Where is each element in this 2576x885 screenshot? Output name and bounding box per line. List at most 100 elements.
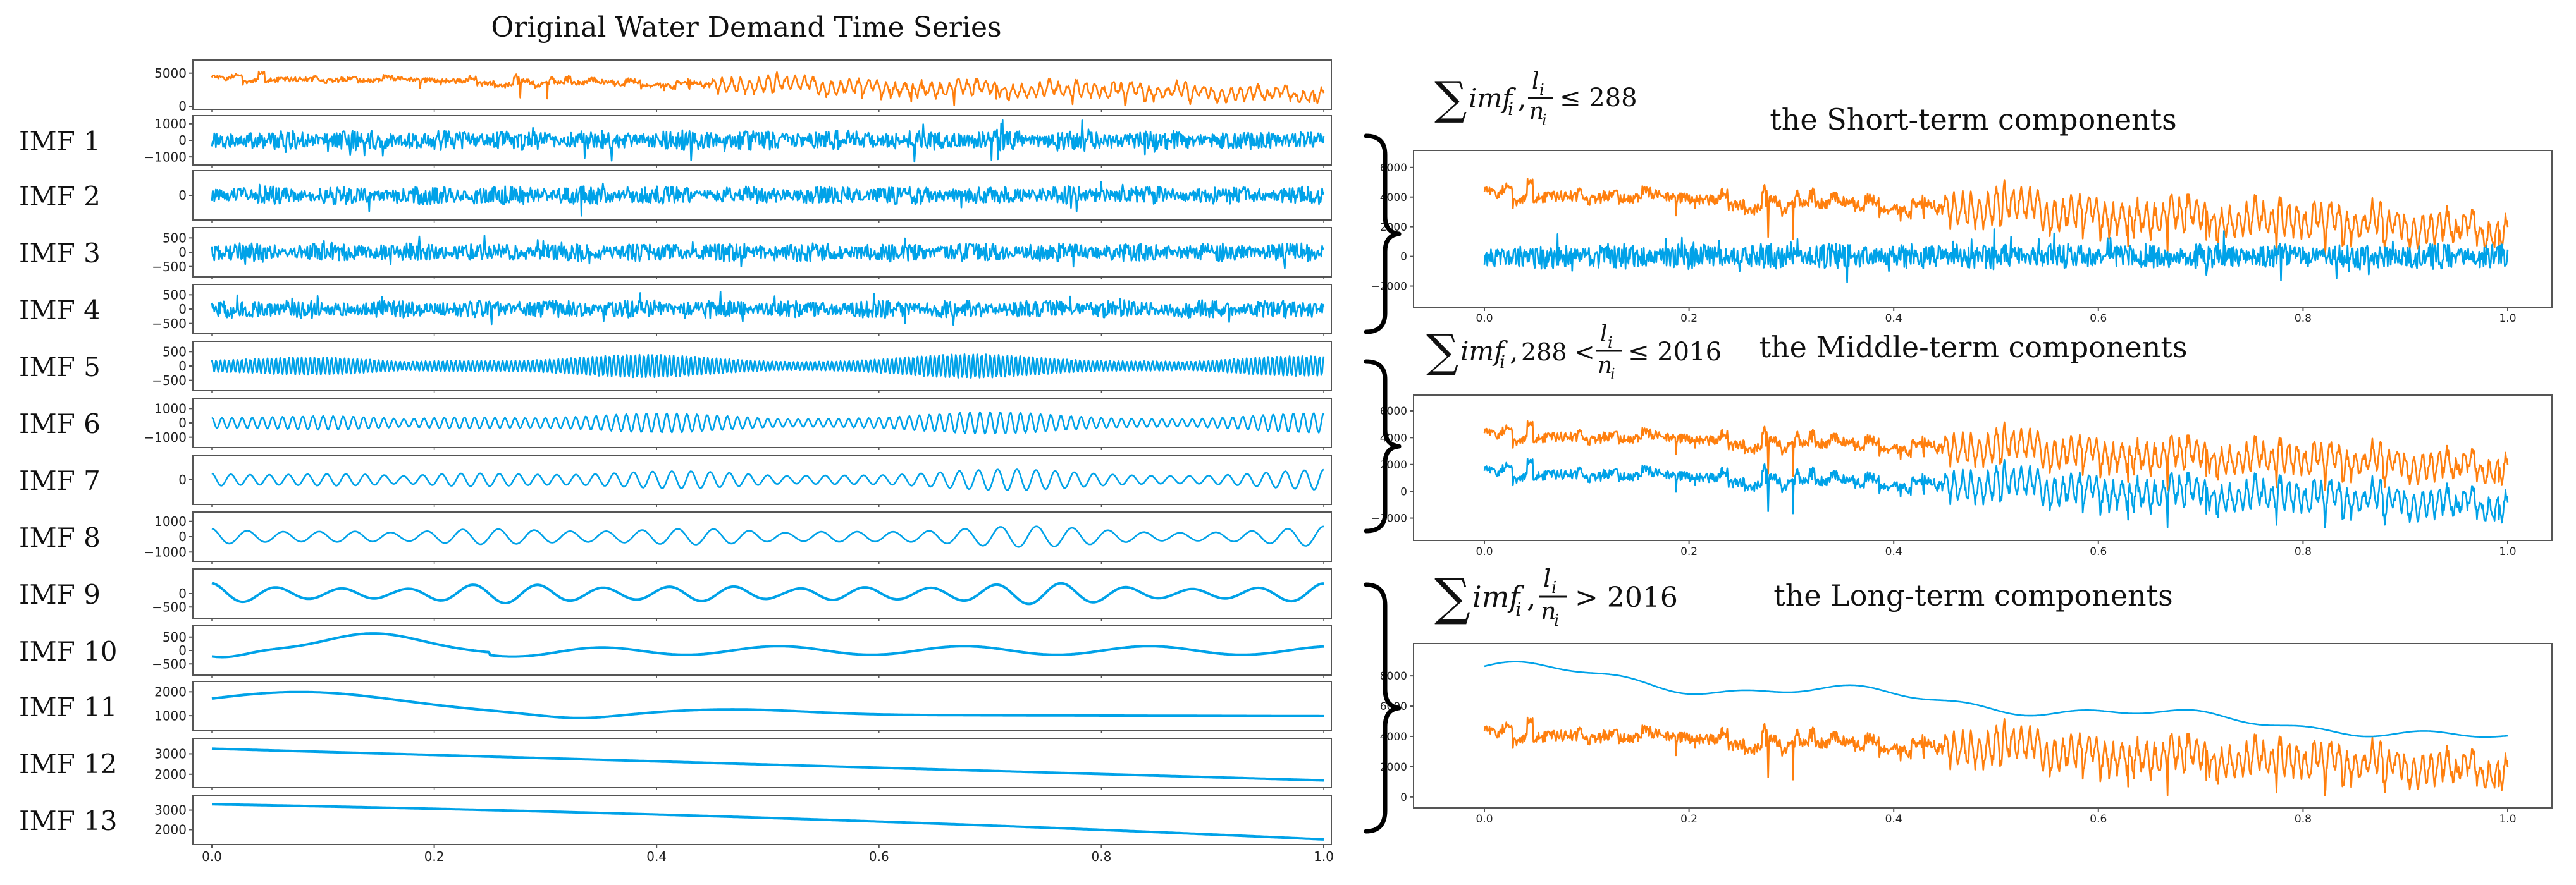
- x-tick-label: 0.0: [202, 849, 222, 864]
- imf9-series-line: [211, 582, 1324, 606]
- imf9-axes-frame: [192, 568, 1332, 619]
- imf9-panel: −5000 IMF 9: [19, 568, 1332, 621]
- sum-symbol: ∑: [1434, 568, 1470, 626]
- imf13-panel: 2000 3000 0.0 0.2 0.4 0.6 0.8 1.0 IMF 13: [19, 795, 1334, 864]
- fraction-denominator-subscript: i: [1554, 611, 1559, 630]
- middle-term-condition-formula: ∑ imf i , 288 < l i n i ≤ 2016: [1426, 321, 1722, 383]
- imf6-label: IMF 6: [19, 408, 101, 439]
- original-series-line: [1483, 420, 2509, 491]
- short-term-condition-formula: ∑ imf i , l i n i ≤ 288: [1434, 68, 1637, 129]
- formula-relation: ≤ 2016: [1628, 338, 1722, 367]
- original-series-line: [1483, 716, 2509, 796]
- x-tick-label: 1.0: [2499, 312, 2516, 325]
- imf12-panel: 2000 3000 IMF 12: [19, 738, 1332, 790]
- formula-term: imf: [1469, 83, 1516, 114]
- x-tick-label: 1.0: [1314, 849, 1334, 864]
- x-tick-label: 0.4: [646, 849, 667, 864]
- x-tick-label: 0.0: [1476, 312, 1493, 325]
- y-tick-label: 3000: [154, 747, 187, 762]
- x-tick-label: 0.4: [1885, 813, 1902, 826]
- x-tick-label: 0.8: [2295, 546, 2312, 558]
- long_term-title: the Long-term components: [1773, 578, 2173, 613]
- x-tick-label: 0.6: [869, 849, 889, 864]
- sum-symbol: ∑: [1426, 324, 1458, 377]
- y-tick-label: 0: [1400, 251, 1407, 264]
- y-tick-label: 500: [163, 345, 187, 360]
- y-tick-label: 0: [178, 472, 187, 487]
- x-tick-label: 0.4: [1885, 312, 1902, 325]
- imf11-label: IMF 11: [19, 692, 118, 723]
- y-tick-label: −500: [152, 373, 187, 388]
- fraction-denominator: n: [1541, 597, 1556, 625]
- middle_term-title: the Middle-term components: [1759, 330, 2188, 364]
- middle_term-axes-frame: [1413, 394, 2553, 541]
- y-tick-label: 1000: [154, 708, 187, 723]
- formula-comma: ,: [1527, 580, 1536, 614]
- x-tick-label: 0.6: [2090, 312, 2107, 325]
- long-term-sum-series-line: [1484, 661, 2508, 738]
- fraction-numerator-subscript: i: [1539, 81, 1544, 99]
- y-tick-label: −500: [152, 656, 187, 671]
- formula-comma: ,: [1518, 83, 1526, 114]
- fraction-denominator-subscript: i: [1610, 365, 1615, 383]
- y-tick-label: 1000: [154, 116, 187, 131]
- imf4-label: IMF 4: [19, 295, 101, 326]
- fraction-numerator: l: [1532, 68, 1539, 94]
- long_term-axes-frame: [1413, 643, 2553, 809]
- x-tick-label: 0.6: [2090, 546, 2107, 558]
- imf10-label: IMF 10: [19, 636, 118, 667]
- long-term-brace: [1364, 582, 1402, 834]
- fraction-denominator: n: [1598, 353, 1612, 379]
- fraction-denominator: n: [1529, 99, 1544, 125]
- y-tick-label: 0: [178, 529, 187, 544]
- x-tick-label: 0.2: [1680, 813, 1698, 826]
- imf4-series-line: [211, 291, 1325, 326]
- imf11-axes-frame: [192, 681, 1332, 731]
- y-tick-label: −500: [152, 599, 187, 614]
- short-term-sum-series-line: [1483, 228, 2509, 284]
- y-tick-label: 0: [178, 358, 187, 374]
- formula-subscript: i: [1508, 99, 1513, 119]
- y-tick-label: 2000: [154, 685, 187, 700]
- imf9-label: IMF 9: [19, 579, 101, 610]
- figure-title: Original Water Demand Time Series: [491, 11, 1001, 44]
- y-tick-label: 0: [178, 245, 187, 260]
- formula-subscript: i: [1515, 599, 1522, 621]
- fraction-numerator: l: [1600, 321, 1608, 347]
- imf3-series-line: [211, 235, 1324, 269]
- y-tick-label: −1000: [144, 149, 187, 164]
- formula-term: imf: [1460, 336, 1508, 367]
- x-tick-label: 0.2: [1680, 546, 1698, 558]
- x-tick-label: 1.0: [2499, 813, 2516, 826]
- y-tick-label: 500: [163, 231, 187, 246]
- formula-subscript: i: [1500, 351, 1505, 372]
- imf6-axes-frame: [192, 398, 1332, 448]
- middle-term-sum-series-line: [1483, 458, 2509, 528]
- y-tick-label: 5000: [154, 66, 187, 81]
- x-tick-label: 1.0: [2499, 546, 2516, 558]
- formula-relation: > 2016: [1575, 582, 1678, 614]
- y-tick-label: −2000: [1371, 513, 1407, 525]
- imf2-label: IMF 2: [19, 181, 101, 212]
- imf6-series-line: [211, 411, 1325, 435]
- y-tick-label: 0: [178, 586, 187, 601]
- x-tick-label: 0.2: [1680, 312, 1698, 325]
- x-tick-label: 0.4: [1885, 546, 1902, 558]
- fraction-numerator: l: [1543, 565, 1551, 592]
- imf2-panel: 0 IMF 2: [19, 170, 1332, 223]
- imf5-series-line: [211, 353, 1325, 379]
- imf5-label: IMF 5: [19, 351, 101, 382]
- fraction-numerator-subscript: i: [1551, 578, 1556, 597]
- imf12-series-line: [211, 747, 1324, 782]
- imf7-panel: 0 IMF 7: [19, 455, 1332, 507]
- imf13-axes-frame: [192, 795, 1332, 845]
- y-tick-label: 0: [178, 302, 187, 317]
- fraction-denominator-subscript: i: [1542, 111, 1547, 129]
- x-tick-label: 0.6: [2090, 813, 2107, 826]
